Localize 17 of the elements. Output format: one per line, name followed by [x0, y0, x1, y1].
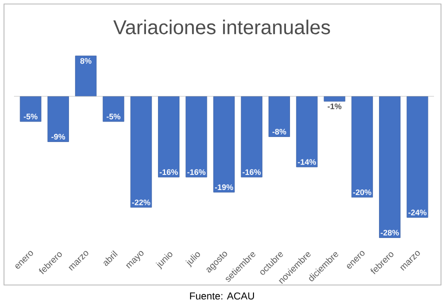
data-label: -14% — [298, 159, 316, 165]
data-label: -16% — [160, 169, 178, 175]
source-note: Fuente: ACAU — [190, 292, 254, 300]
data-label: -16% — [187, 169, 206, 175]
data-label: 8% — [80, 58, 92, 64]
data-label: -22% — [132, 200, 150, 206]
chart-title: Variaciones interanuales — [113, 20, 330, 34]
data-label: -8% — [272, 128, 286, 135]
data-label: -5% — [24, 114, 38, 120]
data-label: -28% — [380, 230, 399, 236]
data-label: -16% — [242, 169, 261, 175]
data-label: -9% — [51, 134, 66, 140]
data-label: -1% — [328, 104, 342, 110]
data-label: -24% — [408, 210, 427, 216]
data-label: -5% — [106, 114, 120, 120]
data-label: -20% — [353, 189, 372, 196]
data-label: -19% — [214, 184, 234, 190]
